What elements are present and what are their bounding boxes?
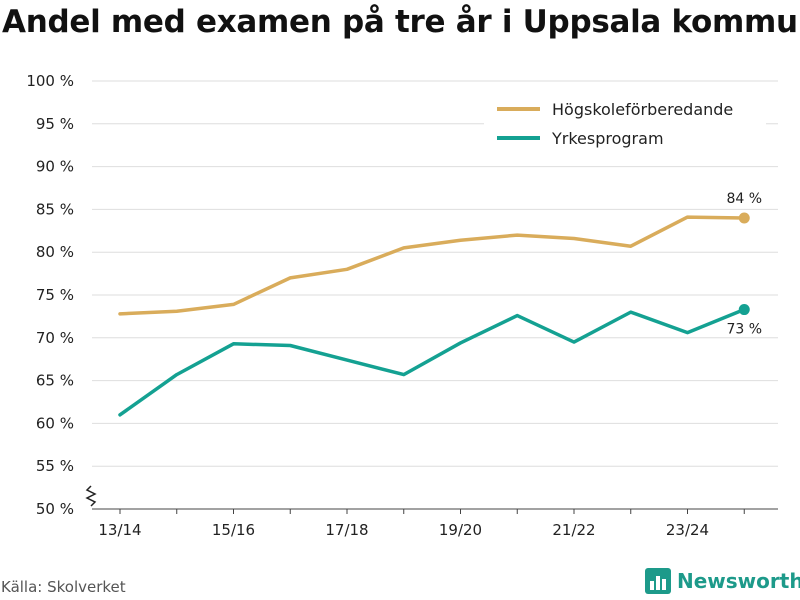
legend-label: Högskoleförberedande bbox=[552, 100, 733, 119]
x-tick-label: 13/14 bbox=[98, 521, 141, 539]
x-tick-label: 15/16 bbox=[212, 521, 255, 539]
brand-name: Newsworthy bbox=[677, 569, 800, 593]
y-tick-label: 80 % bbox=[36, 243, 74, 261]
legend-label: Yrkesprogram bbox=[551, 129, 664, 148]
y-tick-label: 85 % bbox=[36, 200, 74, 218]
series-end-marker bbox=[738, 212, 750, 224]
axis-break-icon bbox=[85, 485, 97, 507]
y-tick-label: 75 % bbox=[36, 286, 74, 304]
series-end-marker bbox=[738, 304, 750, 316]
y-tick-label: 50 % bbox=[36, 500, 74, 518]
bar-chart-logo-icon bbox=[645, 568, 671, 594]
x-tick-label: 23/24 bbox=[666, 521, 709, 539]
x-tick-label: 19/20 bbox=[439, 521, 482, 539]
end-value-label: 73 % bbox=[726, 322, 762, 338]
y-tick-label: 70 % bbox=[36, 329, 74, 347]
y-tick-label: 55 % bbox=[36, 457, 74, 475]
newsworthy-logo: Newsworthy bbox=[645, 568, 800, 594]
y-tick-label: 95 % bbox=[36, 115, 74, 133]
legend-box bbox=[484, 92, 766, 158]
source-note: Källa: Skolverket bbox=[1, 578, 126, 596]
y-tick-label: 100 % bbox=[26, 72, 74, 90]
y-tick-label: 60 % bbox=[36, 414, 74, 432]
x-tick-label: 21/22 bbox=[552, 521, 595, 539]
y-tick-label: 90 % bbox=[36, 158, 74, 176]
end-value-label: 84 % bbox=[726, 191, 762, 207]
y-tick-label: 65 % bbox=[36, 372, 74, 390]
x-tick-label: 17/18 bbox=[325, 521, 368, 539]
series-line-2 bbox=[118, 307, 746, 417]
chart-title: Andel med examen på tre år i Uppsala kom… bbox=[2, 4, 800, 40]
series-line-1 bbox=[118, 215, 746, 316]
